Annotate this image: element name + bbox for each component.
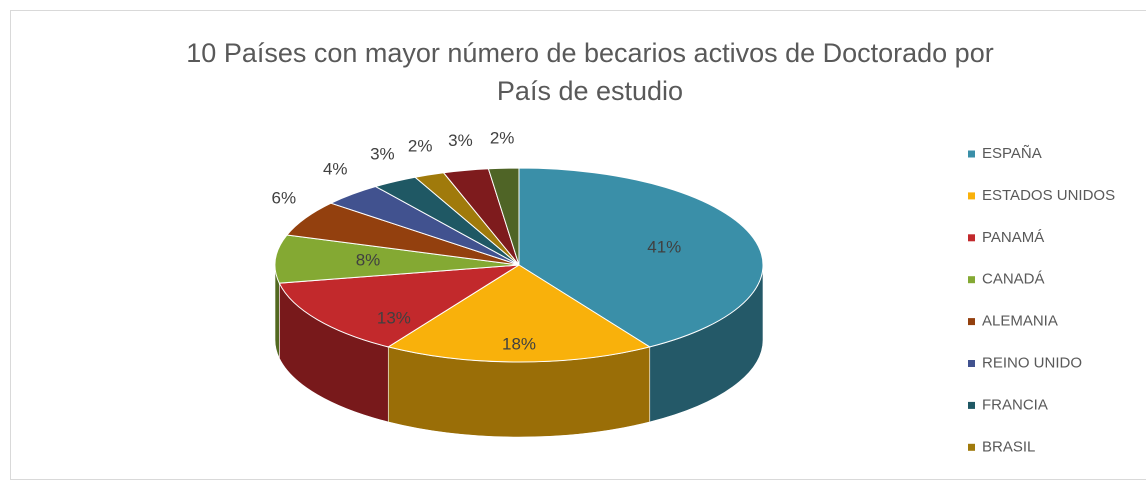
legend-swatch bbox=[968, 234, 975, 242]
legend-swatch bbox=[968, 192, 975, 200]
data-label: 2% bbox=[408, 136, 433, 155]
data-label: 3% bbox=[448, 131, 473, 150]
data-label: 13% bbox=[377, 308, 411, 327]
legend-swatch bbox=[968, 443, 975, 451]
legend-swatch bbox=[968, 318, 975, 326]
chart-title: 10 Países con mayor número de becarios a… bbox=[186, 38, 994, 106]
legend-swatch bbox=[968, 401, 975, 409]
data-label: 41% bbox=[647, 238, 681, 257]
data-label: 6% bbox=[272, 188, 297, 207]
data-label: 3% bbox=[370, 144, 395, 163]
legend-label: FRANCIA bbox=[982, 396, 1048, 413]
pie-slice bbox=[278, 264, 520, 348]
legend-swatch bbox=[968, 360, 975, 367]
legend-label: ESPAÑA bbox=[982, 145, 1042, 162]
legend-swatch bbox=[968, 276, 975, 284]
legend-label: PANAMÁ bbox=[982, 229, 1044, 246]
pie-slice bbox=[386, 264, 652, 363]
data-label: 2% bbox=[490, 128, 515, 147]
legend-label: REINO UNIDO bbox=[982, 354, 1082, 371]
legend-label: ESTADOS UNIDOS bbox=[982, 187, 1115, 204]
data-label: 18% bbox=[502, 335, 536, 354]
pie-slice bbox=[487, 167, 520, 266]
legend-label: ALEMANIA bbox=[982, 313, 1058, 330]
data-label: 4% bbox=[323, 160, 348, 179]
pie-slice bbox=[274, 234, 520, 284]
legend-label: CANADÁ bbox=[982, 271, 1045, 288]
data-label: 8% bbox=[356, 251, 381, 270]
legend-label: BRASIL bbox=[982, 438, 1035, 455]
pie-slice bbox=[518, 167, 764, 348]
legend-swatch bbox=[968, 150, 975, 158]
